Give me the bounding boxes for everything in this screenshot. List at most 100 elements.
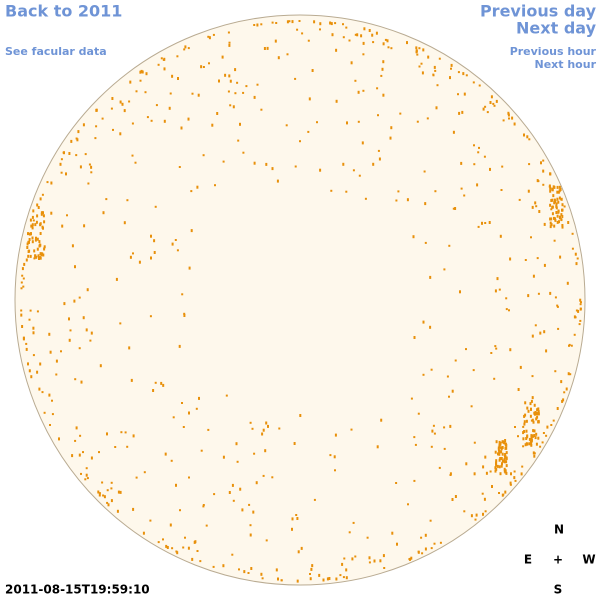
facula bbox=[58, 437, 60, 441]
facula bbox=[418, 65, 421, 68]
facula bbox=[39, 256, 42, 260]
facula bbox=[484, 455, 487, 459]
facula bbox=[286, 53, 289, 56]
facula bbox=[236, 460, 239, 463]
facula bbox=[98, 492, 101, 495]
compass-center: + bbox=[553, 553, 563, 567]
facula bbox=[196, 550, 199, 552]
facula bbox=[153, 239, 156, 243]
facula bbox=[549, 203, 552, 207]
facula bbox=[37, 254, 40, 258]
next-hour-link[interactable]: Next hour bbox=[535, 58, 597, 71]
facula bbox=[580, 301, 582, 304]
facula bbox=[522, 445, 525, 448]
facula bbox=[557, 327, 560, 330]
facula bbox=[249, 533, 252, 537]
facula bbox=[36, 214, 39, 218]
facula bbox=[477, 151, 480, 154]
facula bbox=[247, 572, 250, 574]
facula bbox=[382, 60, 385, 64]
facula bbox=[278, 427, 281, 430]
facula bbox=[196, 185, 199, 189]
facula bbox=[502, 119, 505, 122]
facula bbox=[383, 567, 386, 569]
facula bbox=[534, 412, 536, 416]
facula bbox=[558, 220, 560, 224]
facula bbox=[575, 262, 578, 266]
facula bbox=[550, 199, 553, 202]
facula bbox=[567, 221, 570, 224]
timestamp: 2011-08-15T19:59:10 bbox=[5, 583, 150, 597]
facula bbox=[443, 268, 446, 271]
next-day-link[interactable]: Next day bbox=[516, 19, 597, 38]
facula bbox=[497, 452, 499, 456]
facula bbox=[129, 80, 132, 84]
facula bbox=[262, 428, 265, 432]
facula bbox=[138, 260, 141, 264]
facula bbox=[253, 24, 256, 26]
facula bbox=[329, 454, 332, 457]
facula bbox=[49, 424, 51, 426]
facula bbox=[326, 577, 329, 581]
previous-day-link[interactable]: Previous day bbox=[480, 2, 597, 21]
facula bbox=[509, 257, 512, 261]
facula bbox=[142, 531, 145, 535]
facula bbox=[561, 215, 564, 218]
facula bbox=[30, 224, 33, 228]
facula bbox=[472, 81, 475, 84]
facula bbox=[188, 411, 190, 415]
facula bbox=[430, 368, 433, 371]
facula bbox=[363, 27, 366, 31]
facula bbox=[539, 445, 542, 448]
facula bbox=[454, 207, 457, 210]
facula bbox=[139, 79, 142, 82]
facula bbox=[178, 166, 181, 168]
facula bbox=[26, 246, 29, 249]
facula bbox=[51, 399, 53, 402]
facula bbox=[558, 185, 561, 189]
facula bbox=[76, 138, 79, 142]
facula bbox=[559, 255, 562, 259]
facula bbox=[313, 498, 316, 501]
facula bbox=[537, 420, 540, 424]
facula bbox=[59, 162, 62, 166]
facula bbox=[569, 373, 572, 376]
facula bbox=[483, 497, 486, 501]
previous-hour-link[interactable]: Previous hour bbox=[510, 45, 597, 58]
facula bbox=[27, 250, 30, 253]
facula bbox=[262, 474, 265, 477]
facula bbox=[561, 399, 564, 403]
facula bbox=[534, 436, 537, 440]
facula bbox=[549, 225, 552, 229]
back-link[interactable]: Back to 2011 bbox=[5, 2, 122, 21]
facula bbox=[231, 553, 234, 556]
facula bbox=[371, 33, 374, 37]
facula bbox=[134, 161, 137, 164]
facula bbox=[42, 226, 44, 230]
facula bbox=[535, 417, 538, 421]
facula bbox=[80, 472, 82, 475]
facula bbox=[505, 308, 508, 311]
facula bbox=[465, 348, 467, 351]
facula bbox=[265, 421, 268, 425]
facula bbox=[166, 546, 169, 549]
facula bbox=[29, 218, 32, 222]
facula bbox=[55, 373, 58, 376]
facula bbox=[119, 322, 122, 325]
facula bbox=[356, 33, 359, 37]
facula bbox=[60, 171, 63, 174]
facula bbox=[319, 28, 321, 31]
facula bbox=[37, 206, 40, 209]
facula bbox=[182, 546, 185, 549]
facula bbox=[549, 217, 552, 221]
facula bbox=[71, 244, 74, 248]
facula bbox=[300, 546, 303, 550]
facula bbox=[328, 577, 331, 580]
facula bbox=[527, 189, 530, 193]
facula bbox=[567, 372, 570, 376]
facula bbox=[421, 552, 424, 555]
facula bbox=[62, 151, 65, 154]
facula bbox=[319, 22, 322, 26]
facula bbox=[90, 171, 93, 174]
facular-link[interactable]: See facular data bbox=[5, 45, 107, 58]
